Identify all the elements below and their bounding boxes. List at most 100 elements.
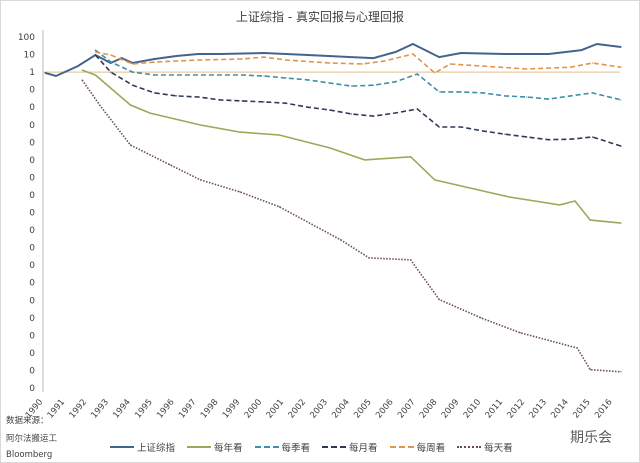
data-point-5	[368, 257, 370, 259]
x-tick-label: 1999	[221, 398, 243, 421]
data-point-2	[263, 75, 265, 77]
data-point-1	[469, 187, 471, 189]
data-point-2	[307, 79, 309, 81]
y-tick-label: 0	[29, 296, 35, 306]
data-point-5	[576, 347, 578, 349]
data-point-3	[263, 101, 265, 103]
data-point-2	[548, 98, 550, 100]
data-point-5	[340, 239, 342, 241]
source-line-1: 阿尔法搬运工	[6, 434, 58, 444]
y-tick-label: 0	[29, 349, 35, 359]
source-line-2: Bloomberg	[6, 450, 53, 460]
data-point-1	[199, 124, 202, 126]
x-tick-label: 1996	[155, 398, 177, 421]
data-point-1	[364, 159, 366, 161]
data-point-2	[570, 95, 572, 97]
data-point-2	[132, 71, 134, 73]
data-point-3	[372, 115, 375, 117]
data-point-2	[351, 85, 353, 87]
data-point-3	[394, 112, 396, 114]
y-tick-label: 0	[29, 366, 35, 376]
data-point-3	[110, 71, 112, 73]
y-tick-label: 0	[29, 191, 35, 201]
data-point-5	[169, 164, 171, 166]
data-point-0	[460, 52, 462, 54]
x-tick-label: 2009	[440, 398, 462, 421]
data-point-1	[508, 196, 510, 198]
legend-item: 每天看	[457, 440, 513, 454]
data-point-3	[570, 138, 572, 140]
x-tick-label: 1992	[68, 398, 90, 421]
legend-label: 每月看	[349, 443, 378, 454]
y-tick-label: 0	[29, 103, 35, 113]
data-point-5	[129, 144, 132, 146]
x-tick-label: 2011	[484, 398, 506, 421]
data-point-5	[81, 79, 83, 81]
data-point-3	[307, 106, 309, 108]
data-point-2	[372, 84, 375, 86]
data-point-3	[482, 130, 484, 132]
data-point-0	[372, 57, 375, 59]
data-point-1	[559, 204, 561, 206]
data-point-4	[285, 59, 287, 61]
data-point-2	[394, 81, 396, 83]
legend-item: 每季看	[254, 440, 310, 454]
data-point-0	[121, 57, 123, 59]
data-point-3	[94, 54, 96, 56]
y-tick-label: 0	[29, 138, 35, 148]
data-point-1	[574, 200, 576, 202]
data-point-5	[589, 369, 591, 371]
data-point-0	[77, 65, 79, 67]
x-tick-label: 2001	[265, 398, 287, 421]
data-point-3	[351, 113, 353, 115]
data-point-4	[132, 63, 134, 65]
data-point-0	[580, 49, 583, 51]
data-point-3	[620, 145, 622, 147]
legend-label: 每天看	[484, 443, 513, 454]
data-point-3	[153, 92, 156, 94]
x-tick-label: 2002	[287, 398, 309, 421]
series-line-4	[95, 51, 622, 74]
data-point-3	[329, 109, 331, 111]
data-point-3	[132, 84, 134, 86]
data-point-2	[285, 77, 287, 79]
data-point-5	[99, 104, 101, 106]
data-point-3	[285, 102, 287, 104]
y-tick-label: 0	[29, 244, 35, 254]
data-point-1	[94, 74, 96, 76]
data-point-3	[504, 133, 506, 135]
data-point-3	[548, 139, 550, 141]
legend-swatch	[322, 446, 347, 448]
source-label: 数据来源：	[6, 416, 49, 426]
data-point-3	[219, 99, 221, 101]
data-point-5	[620, 371, 622, 373]
data-point-4	[263, 56, 265, 58]
data-point-5	[239, 191, 241, 193]
legend-item: 每周看	[389, 440, 445, 454]
y-tick-label: 0	[29, 226, 35, 236]
x-tick-label: 2013	[527, 398, 549, 421]
data-point-1	[239, 131, 241, 133]
y-tick-label: 0	[29, 156, 35, 166]
y-tick-label: 0	[29, 314, 35, 324]
data-point-3	[175, 95, 177, 97]
data-point-4	[526, 68, 528, 70]
x-tick-label: 2010	[462, 398, 484, 421]
legend-swatch	[187, 446, 212, 448]
data-point-0	[394, 51, 396, 53]
legend-swatch	[110, 446, 134, 448]
data-point-3	[241, 100, 243, 102]
x-tick-label: 1994	[111, 398, 133, 421]
data-point-5	[199, 179, 202, 181]
data-point-2	[620, 99, 622, 101]
data-point-5	[480, 317, 482, 319]
x-tick-label: 2005	[352, 398, 374, 421]
data-point-0	[504, 53, 506, 55]
legend-swatch	[389, 446, 414, 448]
y-tick-label: 0	[29, 173, 35, 183]
data-point-0	[175, 55, 177, 57]
data-point-0	[44, 72, 46, 74]
data-point-1	[129, 104, 132, 106]
data-point-4	[591, 62, 594, 64]
